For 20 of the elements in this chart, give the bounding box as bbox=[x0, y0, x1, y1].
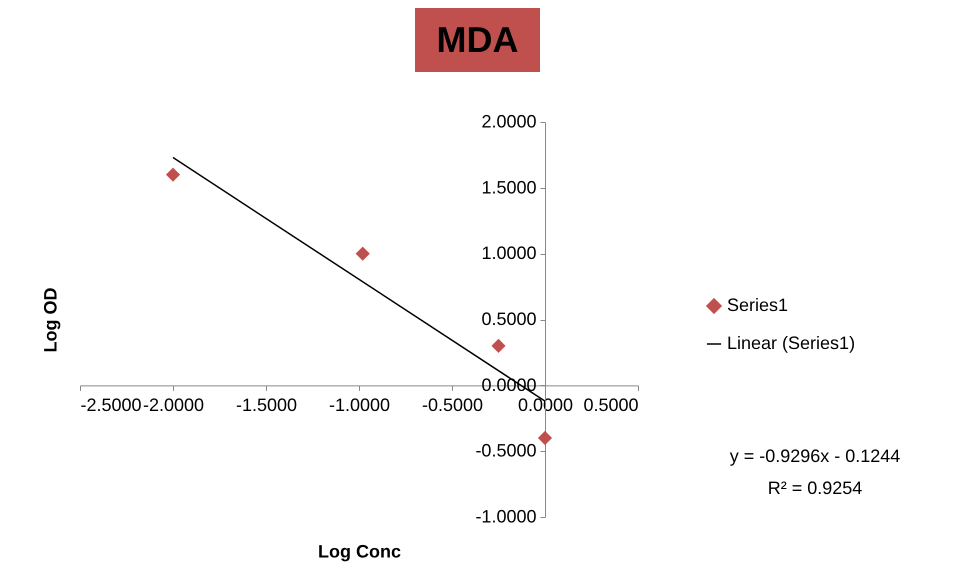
x-axis-title: Log Conc bbox=[318, 542, 401, 562]
legend-label: Linear (Series1) bbox=[727, 333, 856, 353]
y-tick-label: 1.5000 bbox=[481, 177, 536, 198]
y-tick-label: -1.0000 bbox=[475, 506, 536, 526]
text: R² = 0.9254 bbox=[766, 478, 864, 499]
y-tick-label: 0.5000 bbox=[481, 309, 536, 329]
y-tick-label: 1.0000 bbox=[481, 243, 536, 264]
y-tick-label: -0.5000 bbox=[475, 440, 536, 461]
x-tick-label: -1.5000 bbox=[236, 394, 298, 415]
x-tick-label: 0.0000 bbox=[518, 394, 574, 415]
x-tick-label: -2.5000 bbox=[80, 394, 142, 415]
x-tick-label: -1.0000 bbox=[328, 394, 390, 415]
legend-label: Series1 bbox=[727, 295, 788, 315]
x-tick-label: -2.0000 bbox=[142, 394, 204, 415]
x-tick-label: -0.5000 bbox=[422, 394, 484, 415]
x-tick-label: 0.5000 bbox=[583, 394, 638, 415]
chart-title: MDA bbox=[415, 8, 540, 72]
text: y = -0.9296x - 0.1244 bbox=[728, 446, 902, 467]
y-axis-title: Log OD bbox=[40, 288, 60, 352]
y-tick-label: 2.0000 bbox=[481, 112, 536, 132]
